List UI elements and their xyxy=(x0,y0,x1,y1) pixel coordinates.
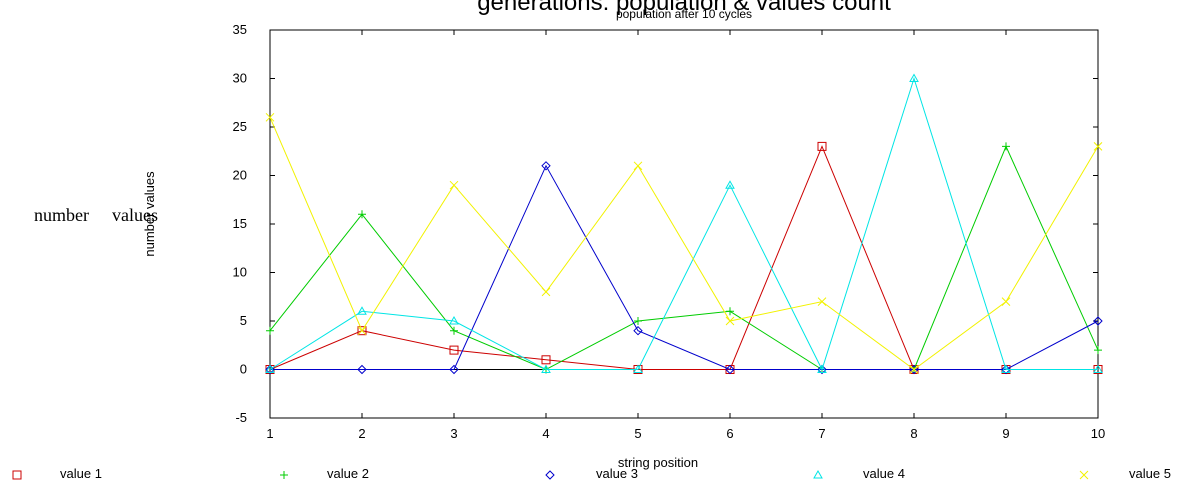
triangle-marker xyxy=(909,73,919,82)
series-3 xyxy=(265,161,1103,375)
triangle-marker xyxy=(449,315,459,325)
legend-label: value 1 xyxy=(60,466,102,481)
legend-label: value 4 xyxy=(863,466,905,481)
plus-marker xyxy=(726,307,734,316)
y-tick-label: 10 xyxy=(233,265,247,280)
square-marker xyxy=(817,141,827,151)
series-line xyxy=(269,117,1099,371)
series-4 xyxy=(265,73,1103,373)
square-marker xyxy=(449,345,459,355)
triangle-marker xyxy=(633,364,643,373)
plus-marker xyxy=(266,326,274,335)
diamond-marker xyxy=(1001,364,1011,375)
diamond-marker xyxy=(545,470,555,480)
legend-label: value 2 xyxy=(327,466,369,481)
triangle-marker xyxy=(817,364,827,373)
series-line xyxy=(269,145,1099,371)
y-tick-label: 20 xyxy=(233,168,247,183)
y-axis-label: number values xyxy=(142,171,157,257)
cross-marker xyxy=(541,287,551,297)
series-5 xyxy=(265,112,1103,374)
triangle-marker xyxy=(265,364,275,373)
x-tick-label: 9 xyxy=(1002,426,1009,441)
x-tick-label: 7 xyxy=(818,426,825,441)
diamond-marker xyxy=(633,325,643,336)
y-tick-label: -5 xyxy=(235,410,247,425)
series-line xyxy=(270,164,1099,370)
cross-marker xyxy=(817,297,827,306)
legend-label: value 3 xyxy=(596,466,638,481)
plus-marker xyxy=(1002,142,1010,151)
diamond-marker xyxy=(909,364,919,375)
x-tick-label: 8 xyxy=(910,426,917,441)
triangle-marker xyxy=(813,469,823,479)
x-tick-label: 10 xyxy=(1091,426,1105,441)
cross-marker xyxy=(449,180,459,190)
stray-label-number: number xyxy=(34,205,89,225)
cross-marker xyxy=(725,316,735,326)
y-tick-label: 5 xyxy=(240,313,247,328)
cross-marker xyxy=(357,326,367,336)
diamond-marker xyxy=(725,364,735,375)
diamond-marker xyxy=(1093,316,1103,326)
cross-marker xyxy=(265,112,275,122)
x-tick-label: 4 xyxy=(542,426,549,441)
series-line xyxy=(269,76,1098,371)
plus-marker-icon xyxy=(280,471,288,479)
y-tick-label: 35 xyxy=(233,22,247,37)
y-tick-label: 0 xyxy=(240,362,247,377)
series-1 xyxy=(265,141,1103,374)
plus-marker xyxy=(634,317,642,325)
x-tick-label: 6 xyxy=(726,426,733,441)
triangle-marker xyxy=(541,364,551,373)
cross-marker xyxy=(1093,142,1103,151)
cross-marker xyxy=(633,161,643,171)
square-marker xyxy=(541,355,551,365)
y-tick-label: 25 xyxy=(233,119,247,134)
plus-marker xyxy=(1094,346,1102,355)
y-tick-label: 30 xyxy=(233,71,247,86)
cross-marker xyxy=(1001,297,1011,306)
x-tick-label: 5 xyxy=(634,426,641,441)
chart-subtitle: population after 10 cycles xyxy=(616,7,752,21)
triangle-marker xyxy=(725,180,735,189)
legend-label: value 5 xyxy=(1129,466,1171,481)
diamond-marker xyxy=(449,364,459,375)
square-marker xyxy=(12,470,22,480)
triangle-marker xyxy=(1093,364,1103,373)
stray-label-values: values xyxy=(112,205,158,225)
triangle-marker xyxy=(357,306,367,315)
diamond-marker xyxy=(817,364,827,375)
x-tick-label: 2 xyxy=(358,426,365,441)
cross-marker xyxy=(909,365,919,374)
cross-marker xyxy=(1079,470,1089,480)
x-axis-label: string position xyxy=(618,455,698,470)
x-tick-label: 3 xyxy=(450,426,457,441)
cross-marker-icon xyxy=(1079,470,1089,480)
x-tick-label: 1 xyxy=(266,426,273,441)
diamond-marker xyxy=(357,364,367,375)
square-marker xyxy=(357,326,367,336)
plus-marker xyxy=(358,210,366,219)
plus-marker xyxy=(280,471,288,479)
triangle-marker-icon xyxy=(813,469,823,479)
y-tick-label: 15 xyxy=(233,216,247,231)
series-line xyxy=(269,145,1098,370)
chart-title: generations: population & values count xyxy=(477,0,891,16)
square-marker-icon xyxy=(12,470,22,480)
diamond-marker-icon xyxy=(545,470,555,480)
plus-marker xyxy=(450,326,458,335)
series-2 xyxy=(266,142,1102,374)
diamond-marker xyxy=(541,161,551,171)
triangle-marker xyxy=(1001,364,1011,373)
